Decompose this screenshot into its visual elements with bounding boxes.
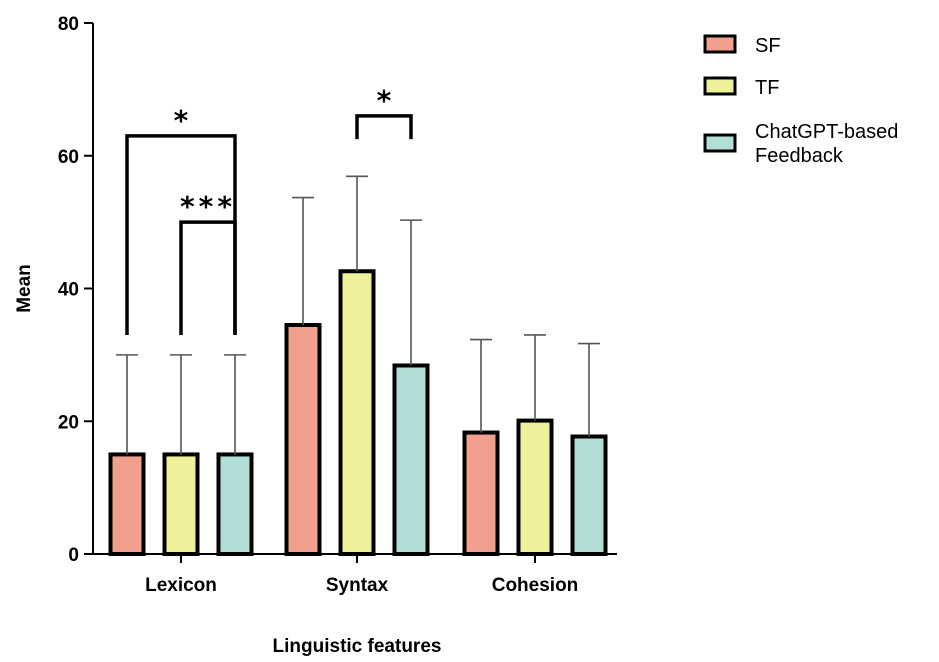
bar — [338, 269, 376, 556]
significance-label: *** — [180, 190, 236, 223]
legend-swatch — [703, 76, 737, 96]
bar — [162, 452, 200, 556]
legend-label: ChatGPT-based Feedback — [755, 121, 898, 167]
significance-label: * — [377, 84, 392, 117]
y-tick-label: 60 — [58, 147, 79, 168]
bar — [216, 452, 254, 556]
bars-layer — [108, 269, 608, 556]
bar — [392, 363, 430, 556]
legend-label: TF — [755, 77, 779, 99]
bar — [462, 430, 500, 556]
x-tick-label: Lexicon — [145, 575, 217, 596]
x-tick-label: Cohesion — [492, 575, 579, 596]
bar — [570, 434, 608, 556]
significance-label: * — [174, 104, 189, 137]
error-bars-layer — [116, 175, 600, 455]
legend-swatch — [703, 34, 737, 54]
y-tick-label: 0 — [68, 545, 79, 566]
bar — [516, 418, 554, 556]
legend-swatch — [703, 133, 737, 153]
y-tick-label: 80 — [58, 14, 79, 35]
bar — [284, 323, 322, 556]
y-axis-label: Mean — [14, 264, 35, 313]
legend: SF TF ChatGPT-based Feedback — [703, 34, 898, 167]
y-tick-label: 40 — [58, 280, 79, 301]
x-axis-label: Linguistic features — [273, 636, 442, 657]
y-ticks: 0 20 40 60 80 — [58, 14, 93, 566]
significance-layer: ***** — [125, 84, 413, 335]
y-tick-label: 20 — [58, 412, 79, 433]
legend-label: SF — [755, 35, 781, 57]
x-tick-label: Syntax — [326, 575, 389, 596]
x-ticks: Lexicon Syntax Cohesion — [145, 554, 578, 596]
bar — [108, 452, 146, 556]
significance-bracket — [179, 220, 237, 335]
significance-bracket — [355, 114, 413, 140]
